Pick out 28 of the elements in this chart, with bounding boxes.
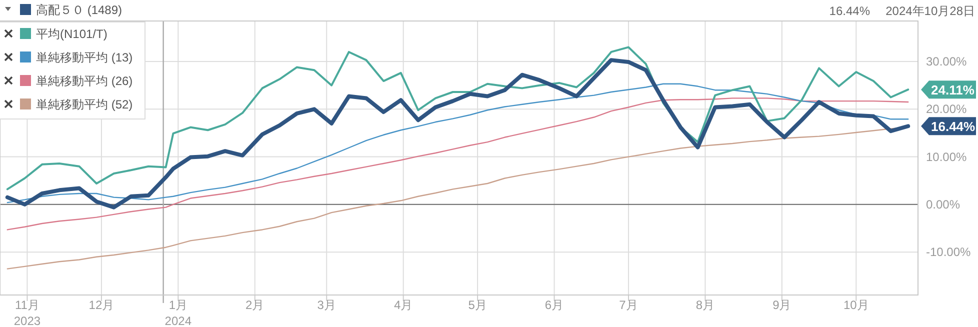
legend-label: 単純移動平均 (13) [36,50,133,64]
legend-label: 平均(N101/T) [36,27,108,41]
legend-label: 単純移動平均 (52) [36,98,133,112]
text: 2024年10月28日 [886,4,975,18]
x-tick-label: 8月 [696,298,715,312]
x-tick-label: 12月 [88,298,114,312]
line-series [6,46,910,190]
legend-label: 単純移動平均 (26) [36,74,133,88]
y-tick-label: 10.00% [926,150,968,164]
text: 16.44% [829,4,870,18]
x-tick-label: 10月 [843,298,869,312]
data-label: 16.44% [931,119,976,134]
x-tick-label: 4月 [394,298,413,312]
line-series [6,98,909,230]
y-tick-label: 20.00% [926,102,968,116]
x-tick-label: 7月 [619,298,638,312]
y-tick-label: -10.00% [926,245,972,260]
x-tick-label: 1月 2024 [164,298,192,327]
x-tick-label: 2月 [246,298,264,312]
x-tick-label: 9月 [772,298,792,312]
y-tick-label: 0.00% [926,197,960,212]
data-label: 24.11% [931,82,975,98]
x-tick-label: 5月 [468,298,487,312]
x-tick-label: 11月 2023 [14,298,41,327]
x-tick-label: 3月 [317,298,336,312]
legend-label: 高配５０ (1489) [36,3,122,17]
x-tick-label: 6月 [544,298,564,312]
y-tick-label: 30.00% [926,54,968,69]
